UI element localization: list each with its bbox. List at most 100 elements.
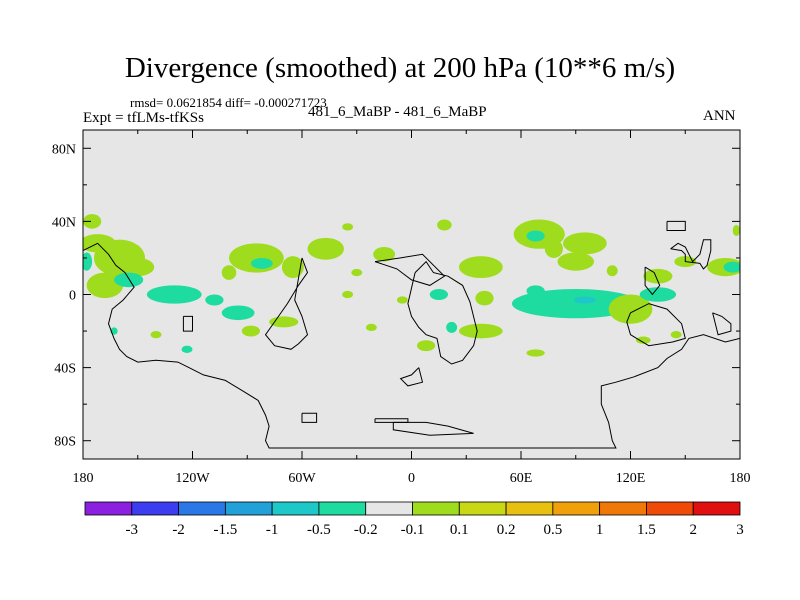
- contour-blob: [643, 268, 673, 284]
- contour-blob: [342, 290, 354, 299]
- contour-blob: [635, 336, 651, 344]
- contour-blob: [511, 289, 640, 319]
- contour-blob: [181, 345, 193, 353]
- colorbar-label: -0.5: [307, 522, 331, 538]
- stats-text: rmsd= 0.0621854 diff= -0.000271723: [130, 95, 327, 110]
- colorbar-swatch: [178, 501, 226, 516]
- contour-blob: [723, 261, 740, 273]
- x-axis: 180 120W 60W 0 60E 120E 180: [73, 130, 751, 486]
- contour-blob: [373, 246, 396, 262]
- coastline: [392, 421, 474, 436]
- contour-blob: [639, 287, 677, 302]
- contour-blob: [458, 323, 503, 339]
- colorbar-label: 0.1: [450, 522, 469, 538]
- contour-blob: [205, 294, 224, 306]
- colorbar-label: 2: [689, 522, 697, 538]
- colorbar-swatch: [599, 501, 647, 516]
- coastline: [670, 239, 712, 270]
- coastline: [399, 367, 424, 387]
- contour-blob: [307, 237, 344, 260]
- contour-blob: [544, 239, 563, 258]
- coastline: [626, 303, 686, 347]
- coastline-layer: [83, 220, 740, 449]
- contour-blob: [269, 316, 299, 328]
- coastline: [374, 253, 446, 286]
- contour-blob: [396, 296, 408, 304]
- contour-blob: [121, 257, 155, 277]
- case-label: 481_6_MaBP - 481_6_MaBP: [308, 104, 487, 120]
- x-tick-label: 120W: [175, 471, 210, 486]
- colorbar-swatch: [318, 501, 367, 516]
- coastline: [666, 220, 686, 231]
- contour-blob: [83, 214, 102, 229]
- colorbar-label: -0.1: [401, 522, 425, 538]
- coastline: [182, 315, 193, 332]
- contour-blob: [229, 243, 284, 273]
- contour-blob: [146, 285, 202, 304]
- contour-blob: [342, 223, 354, 231]
- y-axis: 80N 40N 0 40S 80S: [52, 142, 740, 450]
- contour-blob: [250, 257, 273, 269]
- season-label: ANN: [703, 108, 736, 124]
- x-tick-label: 0: [408, 471, 415, 486]
- contour-blob: [526, 230, 545, 242]
- colorbar-swatch: [646, 501, 694, 516]
- contour-blob: [526, 285, 545, 297]
- colorbar-label: 0.2: [497, 522, 516, 538]
- colorbar-label: 0.5: [543, 522, 562, 538]
- colorbar: -3 -2 -1.5 -1 -0.5 -0.2 -0.1 0.1 0.2 0.5 1 1.5 2 3: [84, 501, 744, 538]
- colorbar-swatch: [505, 501, 554, 516]
- contour-blob: [446, 321, 458, 333]
- contour-blob: [670, 331, 682, 339]
- contour-blob: [281, 256, 304, 279]
- contour-blob: [606, 265, 618, 277]
- contour-blob: [608, 294, 653, 324]
- contour-blob: [732, 225, 740, 237]
- contour-blob: [416, 340, 436, 352]
- contour-fill-layer: [83, 214, 740, 357]
- chart-title: Divergence (smoothed) at 200 hPa (10**6 …: [124, 52, 676, 84]
- colorbar-label: -3: [126, 522, 139, 538]
- y-tick-label: 80S: [54, 435, 76, 450]
- contour-blob: [221, 265, 237, 280]
- contour-blob: [429, 289, 448, 300]
- contour-blob: [351, 268, 363, 277]
- x-tick-label: 60W: [288, 471, 316, 486]
- contour-blob: [437, 219, 452, 231]
- colorbar-swatch: [271, 501, 320, 516]
- colorbar-label: 3: [736, 522, 744, 538]
- coastline: [83, 242, 740, 449]
- colorbar-swatch: [131, 501, 179, 516]
- colorbar-label: 1.5: [637, 522, 656, 538]
- y-tick-label: 0: [69, 289, 76, 304]
- colorbar-swatch: [365, 501, 413, 516]
- x-tick-label: 180: [73, 471, 94, 486]
- colorbar-label: -2: [172, 522, 185, 538]
- x-tick-label: 180: [730, 471, 751, 486]
- x-tick-label: 60E: [510, 471, 533, 486]
- contour-blob: [458, 256, 503, 279]
- contour-blob: [83, 252, 93, 271]
- y-tick-label: 40S: [54, 362, 76, 377]
- contour-blob: [573, 296, 596, 304]
- coastline: [301, 412, 318, 423]
- colorbar-label: -1: [266, 522, 279, 538]
- contour-blob: [365, 323, 377, 332]
- colorbar-swatch: [458, 501, 507, 516]
- contour-blob: [150, 331, 162, 339]
- y-tick-label: 40N: [52, 215, 76, 230]
- contour-blob: [562, 232, 607, 255]
- colorbar-swatch: [692, 501, 741, 516]
- coastline: [644, 266, 661, 296]
- contour-blob: [241, 325, 261, 337]
- contour-blob: [221, 305, 255, 321]
- experiment-label: Expt = tfLMs-tfKSs: [83, 110, 204, 126]
- contour-blob: [86, 272, 124, 299]
- coastline: [264, 257, 309, 350]
- contour-blob: [475, 290, 494, 306]
- colorbar-swatch: [552, 501, 601, 516]
- colorbar-label: -0.2: [354, 522, 378, 538]
- y-tick-label: 80N: [52, 142, 76, 157]
- colorbar-swatch: [412, 501, 460, 516]
